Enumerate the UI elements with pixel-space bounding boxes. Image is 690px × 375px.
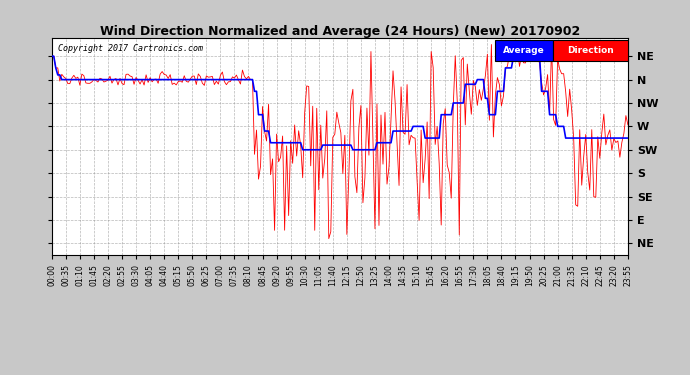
Text: Direction: Direction — [567, 46, 614, 55]
Text: Average: Average — [503, 46, 545, 55]
FancyBboxPatch shape — [495, 40, 553, 62]
Text: Copyright 2017 Cartronics.com: Copyright 2017 Cartronics.com — [57, 44, 202, 53]
Title: Wind Direction Normalized and Average (24 Hours) (New) 20170902: Wind Direction Normalized and Average (2… — [99, 24, 580, 38]
FancyBboxPatch shape — [553, 40, 628, 62]
